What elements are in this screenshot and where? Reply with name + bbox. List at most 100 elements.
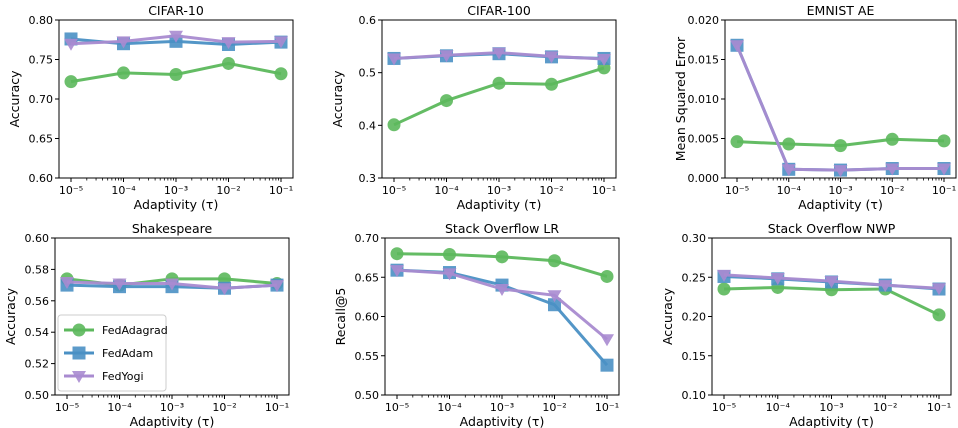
series-fedyogi: [730, 40, 951, 178]
legend: FedAdagrad FedAdam FedYogi: [57, 314, 168, 392]
y-axis-label: Accuracy: [7, 70, 22, 128]
y-tick-label: 0.58: [25, 263, 50, 276]
x-tick-label: 10⁻⁵: [712, 401, 736, 414]
data-point: [495, 284, 509, 297]
data-point: [492, 76, 506, 90]
data-point: [439, 50, 454, 63]
x-axis-label: Adaptivity (τ): [798, 197, 883, 212]
x-tick-label: 10⁻¹: [269, 184, 293, 197]
data-point: [600, 358, 614, 372]
data-point: [442, 268, 457, 281]
data-point: [932, 283, 946, 296]
y-tick-label: 0.75: [29, 54, 54, 67]
data-point: [443, 247, 456, 261]
x-tick-label: 10⁻⁴: [766, 401, 791, 414]
x-tick-label: 10⁻⁴: [107, 401, 132, 414]
y-tick-label: 0.30: [682, 232, 707, 245]
data-point: [833, 165, 848, 178]
data-point: [600, 334, 614, 347]
y-tick-label: 0.50: [25, 389, 50, 402]
x-tick-label: 10⁻³: [487, 184, 511, 197]
series-fedadagrad: [64, 56, 288, 89]
x-axis-label: Adaptivity (τ): [134, 197, 219, 212]
data-point: [492, 47, 506, 60]
data-point: [390, 265, 404, 278]
panel-shakespeare: 0.50 0.52 0.54 0.56 0.58 0.60 10⁻⁵ 10⁻⁴ 10⁻³ 10⁻²…: [3, 221, 290, 428]
panel-stack-overflow-nwp: 0.10 0.15 0.20 0.25 0.30 10⁻⁵ 10⁻⁴ 10⁻³ 10⁻² 10⁻¹…: [660, 221, 952, 428]
data-point: [60, 276, 74, 289]
y-tick-label: 0.25: [682, 271, 707, 284]
data-point: [548, 254, 561, 268]
series-line: [393, 66, 605, 127]
x-tick-label: 10⁻³: [490, 401, 514, 414]
y-tick-label: 0.70: [29, 93, 54, 106]
legend-label: FedAdam: [102, 347, 153, 360]
y-axis-label: Accuracy: [660, 287, 675, 345]
x-tick-label: 10⁻²: [212, 401, 236, 414]
y-tick-label: 0.50: [355, 389, 380, 402]
series-fedyogi: [60, 276, 284, 296]
data-point: [165, 278, 179, 291]
data-point: [117, 66, 130, 80]
x-tick-label: 10⁻¹: [595, 401, 619, 414]
panel-cifar-10: 0.60 0.65 0.70 0.75 0.80 10⁻⁵ 10⁻⁴ 10⁻³ 10⁻² 10⁻¹…: [7, 3, 294, 212]
x-tick-label: 10⁻²: [542, 401, 566, 414]
x-tick-label: 10⁻⁵: [385, 401, 409, 414]
data-point: [770, 273, 785, 286]
legend-label: FedYogi: [102, 370, 144, 383]
y-tick-label: 0.56: [25, 295, 50, 308]
panel-title: CIFAR-10: [148, 3, 204, 18]
panel-title: EMNIST AE: [807, 3, 875, 18]
x-tick-label: 10⁻²: [216, 184, 240, 197]
data-point: [440, 94, 453, 108]
data-point: [885, 163, 900, 176]
y-tick-label: 0.000: [688, 172, 720, 185]
data-point: [112, 278, 127, 291]
data-point: [885, 132, 899, 146]
data-point: [937, 163, 951, 176]
panel-title: Shakespeare: [132, 221, 213, 236]
x-tick-label: 10⁻²: [539, 184, 563, 197]
y-tick-label: 0.70: [355, 232, 380, 245]
x-tick-label: 10⁻⁴: [434, 184, 459, 197]
series-fedadagrad: [730, 132, 951, 153]
series-fedyogi: [717, 269, 946, 296]
y-tick-label: 0.4: [359, 119, 377, 132]
y-tick-label: 0.5: [359, 67, 377, 80]
panel-cifar-100: 0.3 0.4 0.5 0.6 10⁻⁵ 10⁻⁴ 10⁻³ 10⁻² 10⁻¹ CIFAR-10…: [330, 3, 617, 212]
data-point: [545, 77, 558, 91]
y-axis-label: Mean Squared Error: [673, 36, 688, 161]
y-tick-label: 0.80: [29, 14, 54, 27]
data-point: [387, 118, 401, 132]
data-point: [824, 276, 839, 289]
y-tick-label: 0.020: [688, 14, 720, 27]
x-tick-label: 10⁻¹: [932, 184, 956, 197]
y-tick-label: 0.010: [688, 93, 720, 106]
data-point: [221, 37, 236, 50]
data-point: [169, 30, 183, 43]
data-point: [548, 298, 561, 312]
x-tick-label: 10⁻³: [160, 401, 184, 414]
y-tick-label: 0.65: [355, 271, 380, 284]
panel-emnist-ae: 0.000 0.005 0.010 0.015 0.020 10⁻⁵ 10⁻⁴ 10⁻³ 10⁻…: [673, 3, 957, 212]
x-axis-label: Adaptivity (τ): [457, 197, 542, 212]
data-point: [932, 308, 946, 322]
x-tick-label: 10⁻⁵: [725, 184, 749, 197]
data-point: [544, 51, 559, 64]
panel-title: Stack Overflow LR: [445, 221, 559, 236]
legend-marker: [72, 346, 86, 360]
y-tick-label: 0.15: [682, 350, 707, 363]
x-tick-label: 10⁻³: [819, 401, 843, 414]
panel-title: CIFAR-100: [467, 3, 531, 18]
series-fedyogi: [64, 30, 288, 51]
legend-marker: [72, 371, 86, 383]
data-point: [937, 134, 951, 148]
data-point: [834, 139, 847, 153]
y-tick-label: 0.65: [29, 133, 54, 146]
data-point: [730, 40, 744, 53]
panel-stack-overflow-lr: 0.50 0.55 0.60 0.65 0.70 10⁻⁵ 10⁻⁴ 10⁻³ 10⁻² 10⁻¹…: [333, 221, 620, 428]
data-point: [878, 280, 893, 293]
x-axis-label: Adaptivity (τ): [789, 414, 874, 428]
y-tick-label: 0.60: [355, 311, 380, 324]
series-fedyogi: [390, 265, 614, 347]
